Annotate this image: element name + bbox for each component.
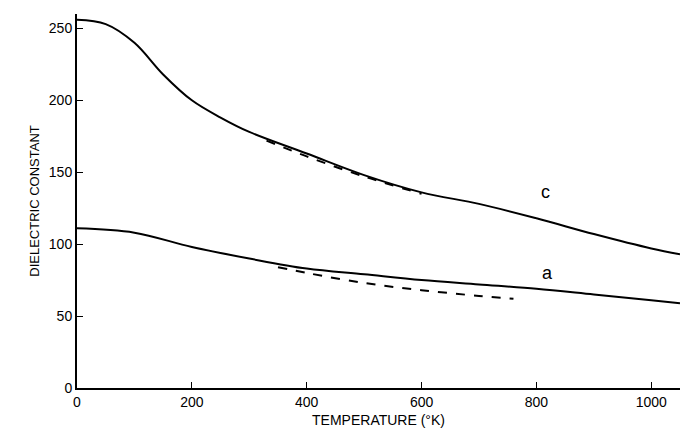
svg-text:100: 100 xyxy=(49,236,73,252)
svg-text:1000: 1000 xyxy=(636,394,667,410)
svg-text:0: 0 xyxy=(64,380,72,396)
svg-text:TEMPERATURE (°K): TEMPERATURE (°K) xyxy=(312,412,445,428)
svg-text:150: 150 xyxy=(49,164,73,180)
svg-text:200: 200 xyxy=(49,92,73,108)
svg-text:0: 0 xyxy=(73,394,81,410)
svg-text:50: 50 xyxy=(57,308,73,324)
svg-text:DIELECTRIC CONSTANT: DIELECTRIC CONSTANT xyxy=(27,125,42,276)
svg-text:400: 400 xyxy=(295,394,319,410)
svg-text:200: 200 xyxy=(180,394,204,410)
svg-text:800: 800 xyxy=(525,394,549,410)
svg-text:600: 600 xyxy=(410,394,434,410)
svg-text:250: 250 xyxy=(49,20,73,36)
svg-text:a: a xyxy=(542,263,553,283)
svg-text:c: c xyxy=(541,182,550,202)
